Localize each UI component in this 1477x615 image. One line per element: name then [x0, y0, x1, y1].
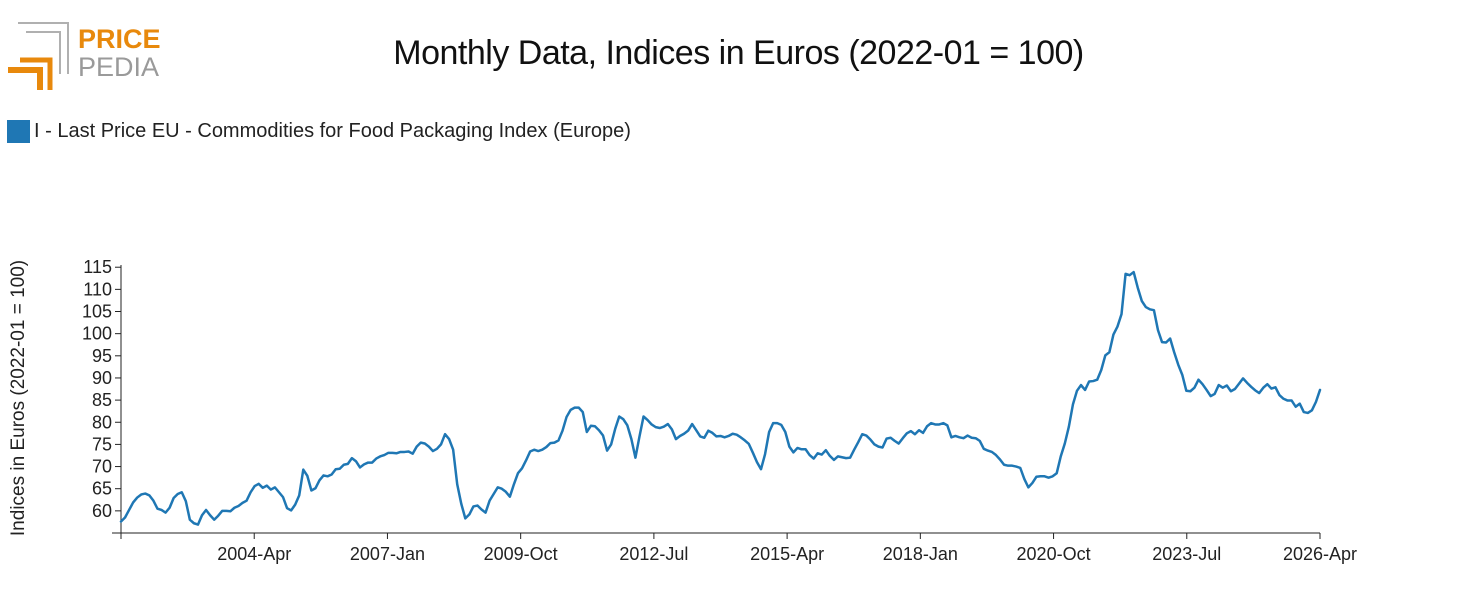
y-tick-label: 65: [92, 479, 112, 499]
chart-title: Monthly Data, Indices in Euros (2022-01 …: [393, 34, 1084, 72]
x-tick-label: 2004-Apr: [217, 544, 291, 564]
x-tick-label: 2012-Jul: [619, 544, 688, 564]
y-tick-label: 85: [92, 390, 112, 410]
series-layer: [119, 270, 1322, 526]
logo-text-pedia: PEDIA: [78, 52, 159, 82]
logo-text-price: PRICE: [78, 24, 161, 54]
y-axis-title: Indices in Euros (2022-01 = 100): [8, 260, 29, 536]
x-tick-label: 2007-Jan: [350, 544, 425, 564]
y-tick-label: 70: [92, 457, 112, 477]
legend-label: I - Last Price EU - Commodities for Food…: [34, 120, 631, 142]
y-tick-label: 60: [92, 501, 112, 521]
x-tick-label: 2023-Jul: [1152, 544, 1221, 564]
y-tick-label: 105: [82, 302, 112, 322]
logo-mark: [8, 22, 69, 90]
y-tick-label: 90: [92, 368, 112, 388]
pricepedia-logo: PRICE PEDIA: [8, 22, 161, 90]
x-tick-label: 2018-Jan: [883, 544, 958, 564]
y-tick-label: 80: [92, 412, 112, 432]
series-line-0[interactable]: [119, 270, 1322, 526]
legend[interactable]: I - Last Price EU - Commodities for Food…: [7, 120, 631, 143]
y-tick-label: 115: [83, 257, 112, 277]
y-tick-label: 95: [92, 346, 112, 366]
y-tick-label: 75: [92, 434, 112, 454]
x-tick-label: 2026-Apr: [1283, 544, 1357, 564]
x-tick-label: 2015-Apr: [750, 544, 824, 564]
legend-swatch: [7, 120, 30, 143]
y-tick-label: 110: [83, 279, 112, 299]
x-tick-label: 2009-Oct: [484, 544, 558, 564]
x-tick-label: 2020-Oct: [1017, 544, 1091, 564]
y-tick-label: 100: [82, 324, 112, 344]
x-axis: 2004-Apr 2007-Jan 2009-Oct 2012-Jul 2015-Apr…: [112, 532, 1357, 564]
